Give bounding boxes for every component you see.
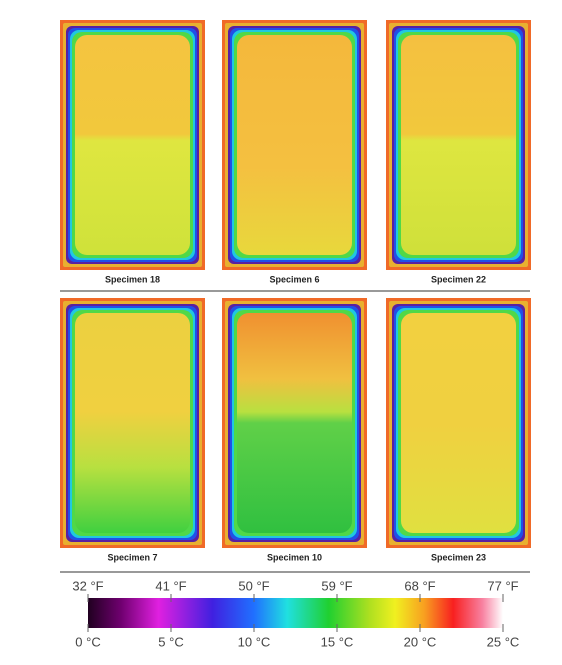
thermal-image: [386, 298, 531, 548]
celsius-label: 5 °C: [158, 634, 183, 649]
specimen-label: Specimen 23: [431, 552, 486, 562]
fahrenheit-label: 77 °F: [487, 578, 518, 593]
color-bar: [88, 598, 503, 628]
specimen-label: Specimen 18: [105, 274, 160, 284]
thermal-band: [401, 35, 516, 255]
fahrenheit-label: 50 °F: [238, 578, 269, 593]
thermal-band: [237, 313, 352, 533]
fahrenheit-label: 68 °F: [404, 578, 435, 593]
specimen-label: Specimen 6: [269, 274, 319, 284]
thermal-band: [75, 35, 190, 255]
specimen-label: Specimen 22: [431, 274, 486, 284]
thermal-image: [222, 20, 367, 270]
fahrenheit-label: 32 °F: [72, 578, 103, 593]
thermal-band: [401, 313, 516, 533]
celsius-label: 25 °C: [487, 634, 520, 649]
celsius-label: 10 °C: [238, 634, 271, 649]
fahrenheit-label: 41 °F: [155, 578, 186, 593]
celsius-label: 15 °C: [321, 634, 354, 649]
specimen-label: Specimen 10: [267, 552, 322, 562]
thermal-band: [75, 313, 190, 533]
specimen-label: Specimen 7: [107, 552, 157, 562]
celsius-label: 0 °C: [75, 634, 100, 649]
thermal-image: [60, 298, 205, 548]
thermal-image: [60, 20, 205, 270]
thermal-image: [386, 20, 531, 270]
celsius-label: 20 °C: [404, 634, 437, 649]
fahrenheit-label: 59 °F: [321, 578, 352, 593]
thermal-image: [222, 298, 367, 548]
thermal-band: [237, 35, 352, 255]
